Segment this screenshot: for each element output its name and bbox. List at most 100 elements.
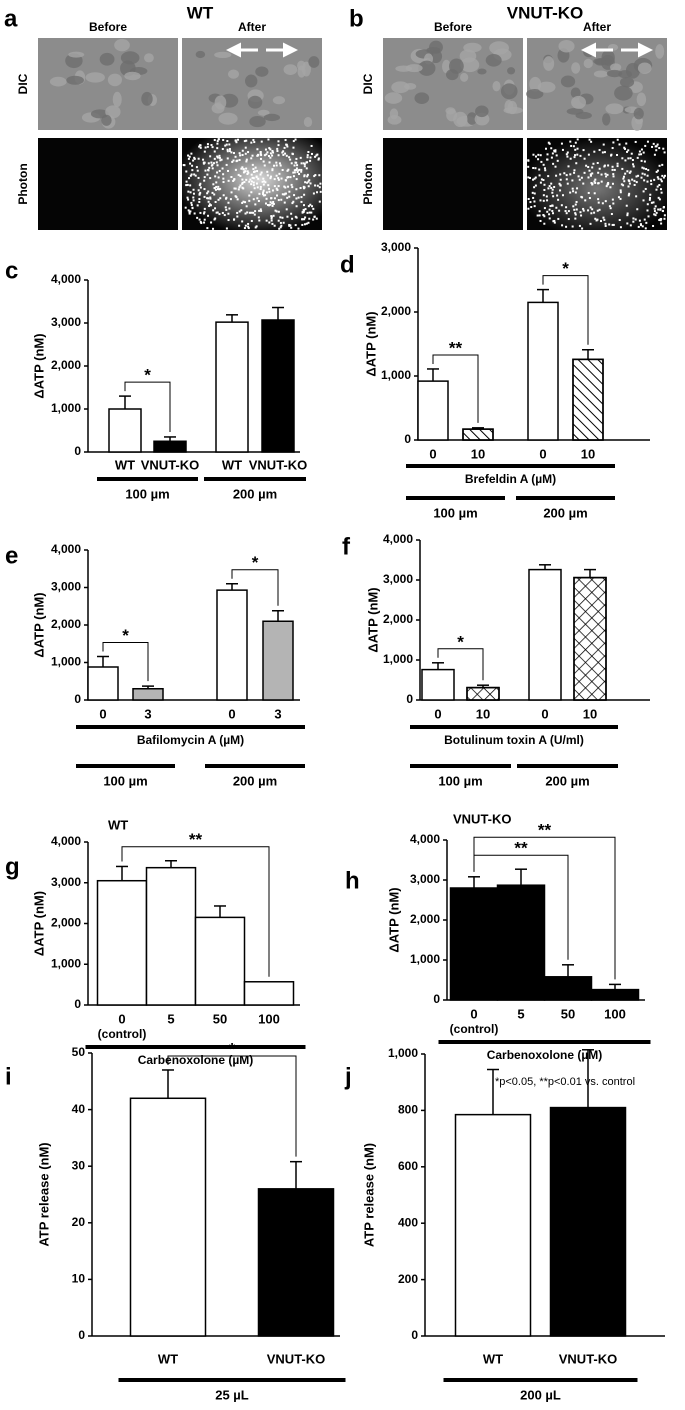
photon bbox=[653, 210, 656, 213]
photon bbox=[315, 154, 318, 157]
photon bbox=[259, 151, 262, 154]
photon bbox=[554, 149, 557, 152]
photon bbox=[260, 171, 263, 174]
cell bbox=[214, 51, 232, 59]
x-tick-label: WT bbox=[222, 457, 242, 472]
photon bbox=[264, 181, 267, 184]
photon bbox=[265, 191, 268, 194]
photon bbox=[580, 176, 583, 179]
column-label: After bbox=[583, 20, 611, 34]
photon bbox=[569, 173, 572, 176]
photon bbox=[312, 218, 315, 221]
photon bbox=[583, 171, 586, 174]
photon bbox=[555, 206, 558, 209]
photon bbox=[604, 224, 607, 227]
photon bbox=[266, 151, 269, 154]
photon bbox=[222, 181, 225, 184]
photon bbox=[236, 198, 239, 201]
cell bbox=[489, 41, 510, 55]
x-tick-label: 10 bbox=[471, 446, 485, 461]
photon bbox=[244, 224, 247, 227]
photon bbox=[527, 197, 530, 200]
photon bbox=[293, 169, 296, 172]
photon bbox=[188, 212, 191, 215]
photon bbox=[574, 154, 577, 157]
photon bbox=[628, 192, 631, 195]
photon bbox=[626, 222, 629, 225]
photon bbox=[204, 146, 207, 149]
photon bbox=[203, 218, 206, 221]
photon bbox=[565, 174, 568, 177]
photon bbox=[627, 157, 630, 160]
photon bbox=[218, 169, 221, 172]
photon bbox=[527, 207, 530, 210]
photon bbox=[219, 197, 222, 200]
panel-letter: c bbox=[5, 257, 18, 284]
panel-letter: j bbox=[344, 1063, 352, 1090]
photon bbox=[572, 205, 575, 208]
photon bbox=[192, 159, 195, 162]
photon bbox=[214, 217, 217, 220]
photon bbox=[264, 202, 267, 205]
photon bbox=[574, 141, 577, 144]
error-bar bbox=[477, 684, 489, 688]
photon bbox=[286, 145, 289, 148]
photon bbox=[318, 200, 321, 203]
photon bbox=[206, 197, 209, 200]
photon bbox=[285, 143, 288, 146]
photon bbox=[306, 175, 309, 178]
cell bbox=[49, 76, 67, 87]
photon bbox=[260, 140, 263, 143]
photon bbox=[262, 160, 265, 163]
photon bbox=[256, 148, 259, 151]
photon bbox=[228, 150, 231, 153]
significance-label: ** bbox=[514, 839, 528, 858]
photon bbox=[214, 207, 217, 210]
photon bbox=[277, 185, 280, 188]
photon bbox=[209, 197, 212, 200]
x-tick-label: 0 bbox=[429, 446, 436, 461]
photon bbox=[222, 194, 225, 197]
photon bbox=[307, 180, 310, 183]
x-tick-label: VNUT-KO bbox=[141, 457, 200, 472]
photon bbox=[302, 211, 305, 214]
photon bbox=[635, 181, 638, 184]
cell bbox=[448, 58, 464, 74]
photon bbox=[304, 181, 307, 184]
photon bbox=[640, 224, 643, 227]
y-tick-label: 0 bbox=[74, 444, 81, 458]
photon bbox=[291, 186, 294, 189]
photon bbox=[289, 224, 292, 227]
bar bbox=[145, 866, 197, 1006]
significance-bracket bbox=[473, 836, 616, 980]
photon bbox=[662, 147, 665, 150]
photon bbox=[264, 194, 267, 197]
photon bbox=[258, 209, 261, 212]
photon bbox=[185, 170, 188, 173]
photon bbox=[244, 152, 247, 155]
photon bbox=[542, 194, 545, 197]
photon bbox=[658, 164, 661, 167]
treatment-label: Bafilomycin A (µM) bbox=[137, 733, 244, 747]
photon bbox=[663, 217, 666, 220]
photon bbox=[257, 154, 260, 157]
photon bbox=[646, 174, 649, 177]
photon bbox=[254, 203, 257, 206]
photon bbox=[270, 217, 273, 220]
photon bbox=[596, 162, 599, 165]
photon bbox=[228, 143, 231, 146]
photon bbox=[231, 160, 234, 163]
photon bbox=[258, 219, 261, 222]
y-tick-label: 600 bbox=[398, 1159, 418, 1173]
photon bbox=[589, 174, 592, 177]
photon bbox=[655, 211, 658, 214]
photon bbox=[659, 188, 662, 191]
bar bbox=[108, 408, 142, 453]
bar-hatch bbox=[572, 358, 604, 441]
bar bbox=[528, 568, 562, 701]
photon bbox=[190, 203, 193, 206]
photon bbox=[306, 173, 309, 176]
photon bbox=[207, 197, 210, 200]
photon bbox=[597, 171, 600, 174]
photon bbox=[589, 206, 592, 209]
